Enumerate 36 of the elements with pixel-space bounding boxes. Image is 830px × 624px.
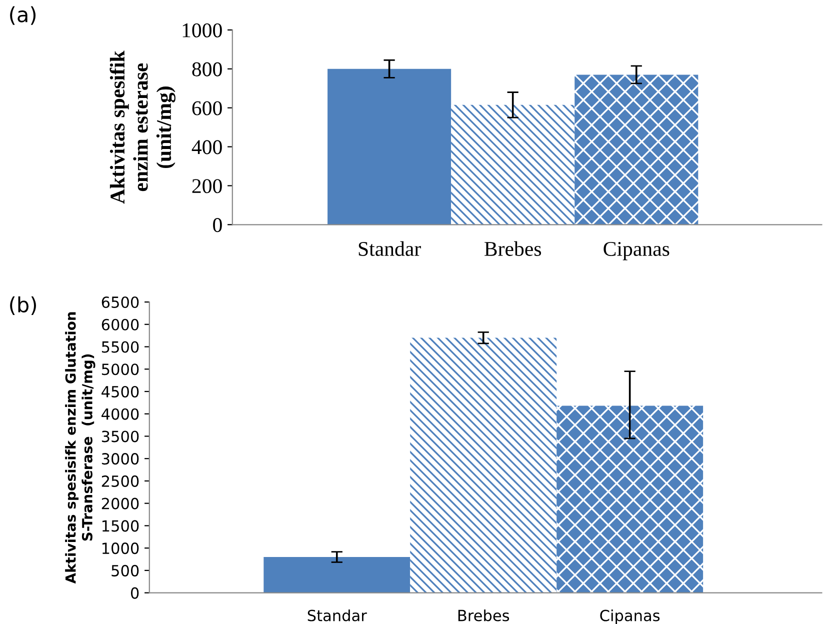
y-tick-label: 6500 bbox=[102, 296, 139, 308]
y-tick-label: 1000 bbox=[182, 23, 222, 38]
x-tick-label: Brebes bbox=[484, 241, 542, 256]
y-tick-label: 1500 bbox=[102, 520, 139, 532]
y-tick-label: 200 bbox=[192, 179, 222, 194]
x-tick-label: Standar bbox=[308, 609, 367, 622]
bar bbox=[451, 104, 575, 225]
y-tick-label: 800 bbox=[192, 62, 222, 76]
y-tick-label: 4000 bbox=[102, 408, 139, 420]
y-tick-label: 400 bbox=[192, 140, 222, 154]
y-tick-label: 1000 bbox=[102, 542, 139, 554]
y-tick-label: 3000 bbox=[102, 453, 139, 465]
bar bbox=[556, 406, 704, 593]
bar bbox=[574, 74, 698, 225]
x-tick-label: Cipanas bbox=[600, 609, 660, 624]
y-tick-label: 2500 bbox=[102, 475, 139, 487]
y-tick-label: 5500 bbox=[102, 341, 139, 353]
y-tick-label: 0 bbox=[130, 587, 139, 599]
text: (a) bbox=[10, 6, 36, 25]
bar bbox=[264, 557, 410, 593]
x-tick-label: Brebes bbox=[458, 609, 510, 622]
y-tick-label: 600 bbox=[192, 101, 222, 116]
y-tick-label: 500 bbox=[112, 564, 139, 576]
y-axis-title: Aktivitas spesisifk enzim Glutation S-Transferase (unit/mg) bbox=[65, 312, 96, 584]
bar bbox=[410, 338, 557, 593]
text: (b) bbox=[10, 296, 36, 315]
y-axis-title: Aktivitas spesifik enzim esterase (unit/mg) bbox=[110, 50, 176, 204]
y-tick-label: 6000 bbox=[102, 318, 139, 330]
y-tick-label: 0 bbox=[213, 218, 222, 232]
y-tick-label: 3500 bbox=[102, 430, 139, 442]
x-tick-label: Cipanas bbox=[604, 242, 670, 260]
x-tick-label: Standar bbox=[358, 241, 421, 256]
y-tick-label: 5000 bbox=[102, 364, 139, 376]
bar bbox=[328, 68, 452, 225]
y-tick-label: 4500 bbox=[102, 386, 139, 398]
y-tick-label: 2000 bbox=[102, 498, 139, 510]
